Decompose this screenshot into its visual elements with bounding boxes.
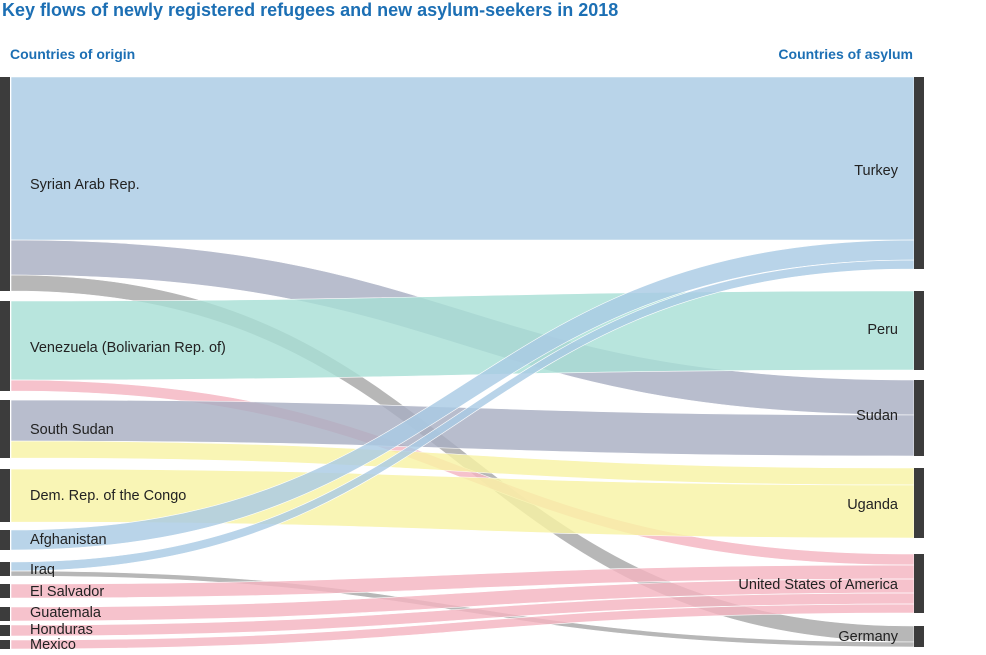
asylum-label-sudan: Sudan xyxy=(856,408,898,424)
asylum-header: Countries of asylum xyxy=(778,46,913,62)
origin-node-dem-rep-of-the-congo xyxy=(0,469,10,522)
asylum-node-united-states-of-america xyxy=(914,554,924,613)
asylum-node-uganda xyxy=(914,468,924,538)
origin-node-el-salvador xyxy=(0,584,10,598)
origin-node-guatemala xyxy=(0,607,10,621)
origin-node-syrian-arab-rep xyxy=(0,77,10,291)
asylum-node-germany xyxy=(914,626,924,647)
origin-label-afghanistan: Afghanistan xyxy=(30,532,107,548)
asylum-node-sudan xyxy=(914,380,924,456)
asylum-label-united-states-of-america: United States of America xyxy=(738,577,899,593)
origin-node-south-sudan xyxy=(0,400,10,458)
chart-title: Key flows of newly registered refugees a… xyxy=(2,0,618,20)
origin-label-iraq: Iraq xyxy=(30,562,55,578)
origin-label-syrian-arab-rep: Syrian Arab Rep. xyxy=(30,177,140,193)
labels-layer: Syrian Arab Rep. Venezuela (Bolivarian Re… xyxy=(30,163,899,653)
origin-node-mexico xyxy=(0,640,10,649)
origin-node-honduras xyxy=(0,625,10,636)
origin-node-venezuela-bolivarian-rep-of xyxy=(0,301,10,391)
origin-label-dem-rep-of-the-congo: Dem. Rep. of the Congo xyxy=(30,488,186,504)
flow-venezuela-bolivarian-rep-of-to-peru xyxy=(10,290,915,381)
flow-syrian-arab-rep-to-turkey xyxy=(10,76,915,241)
nodes-layer xyxy=(0,77,924,649)
origin-header: Countries of origin xyxy=(10,46,135,62)
origin-label-mexico: Mexico xyxy=(30,637,76,653)
origin-label-venezuela-bolivarian-rep-of: Venezuela (Bolivarian Rep. of) xyxy=(30,340,226,356)
origin-label-guatemala: Guatemala xyxy=(30,605,102,621)
origin-label-el-salvador: El Salvador xyxy=(30,584,104,600)
asylum-label-uganda: Uganda xyxy=(847,497,899,513)
asylum-node-peru xyxy=(914,291,924,370)
asylum-label-germany: Germany xyxy=(838,629,898,645)
origin-node-afghanistan xyxy=(0,530,10,550)
flows-layer xyxy=(10,76,915,650)
origin-node-iraq xyxy=(0,562,10,576)
asylum-label-peru: Peru xyxy=(867,322,898,338)
asylum-node-turkey xyxy=(914,77,924,269)
asylum-label-turkey: Turkey xyxy=(854,163,899,179)
origin-label-south-sudan: South Sudan xyxy=(30,422,114,438)
origin-label-honduras: Honduras xyxy=(30,622,93,638)
